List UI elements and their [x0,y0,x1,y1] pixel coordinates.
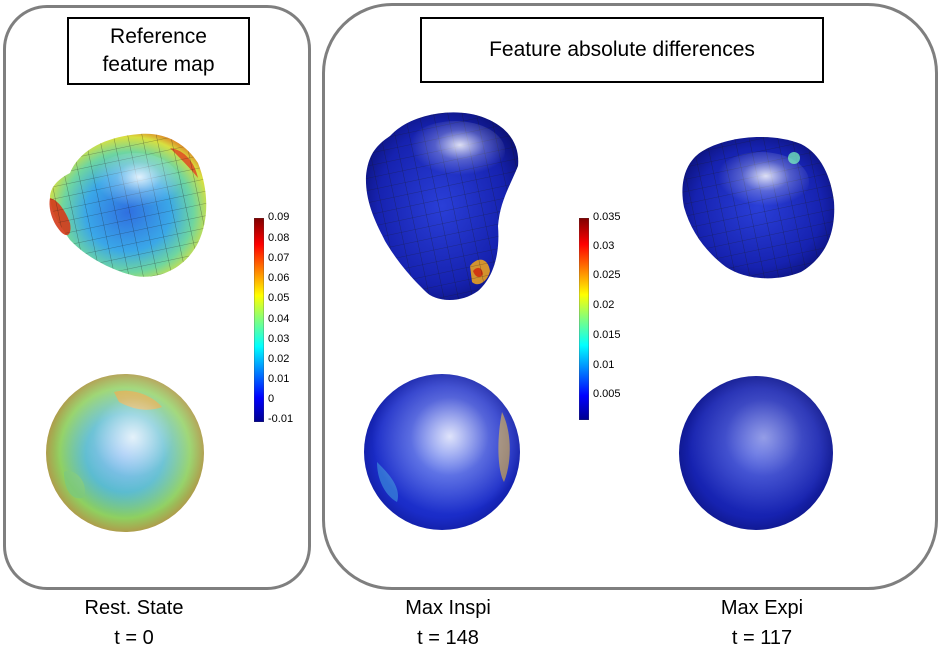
reference-colorbar-tick: 0.09 [268,211,290,223]
reference-colorbar-tick: 0.03 [268,333,290,345]
caption-time: t = 117 [731,627,793,649]
differences-colorbar-tick: 0.035 [593,211,621,223]
differences-colorbar-tick: 0.03 [593,240,615,252]
max-expi-sphere [679,376,833,530]
caption-state: Max Inspi [405,597,491,619]
reference-colorbar-tick: -0.01 [268,413,294,425]
reference-colorbar-tick: 0.05 [268,292,290,304]
caption-state: Max Expi [720,597,804,619]
reference-colorbar-tick: 0.04 [268,313,290,325]
reference-panel-title: Reference feature map [67,17,250,85]
reference-colorbar-tick: 0.07 [268,252,290,264]
reference-panel [3,5,311,590]
differences-panel-title: Feature absolute differences [420,17,824,83]
differences-colorbar-tick: 0.005 [593,388,621,400]
differences-colorbar-tick: 0.01 [593,359,615,371]
differences-colorbar-tick: 0.025 [593,269,621,281]
differences-colorbar-tick: 0.02 [593,299,615,311]
differences-colorbar [579,218,589,420]
caption-time: t = 0 [114,627,154,649]
reference-mesh-surface [49,133,207,277]
reference-colorbar-tick: 0.02 [268,353,290,365]
reference-title-line1: Reference [110,25,207,48]
reference-colorbar [254,218,264,422]
caption-max-expi: Max Expi t = 117 [662,593,862,653]
reference-colorbar-tick: 0.06 [268,272,290,284]
caption-state: Rest. State [84,597,184,619]
differences-panel [322,3,938,590]
caption-rest-state: Rest. State t = 0 [34,593,234,653]
differences-title: Feature absolute differences [489,38,755,61]
max-inspi-mesh-surface [365,112,519,301]
max-expi-mesh-surface [682,137,835,279]
max-inspi-sphere [364,374,520,530]
reference-title-line2: feature map [102,53,215,76]
reference-sphere [46,374,204,532]
reference-colorbar-tick: 0.01 [268,373,290,385]
reference-colorbar-tick: 0 [268,393,275,405]
reference-colorbar-tick: 0.08 [268,232,290,244]
differences-colorbar-tick: 0.015 [593,329,621,341]
caption-max-inspi: Max Inspi t = 148 [348,593,548,653]
caption-time: t = 148 [417,627,479,649]
